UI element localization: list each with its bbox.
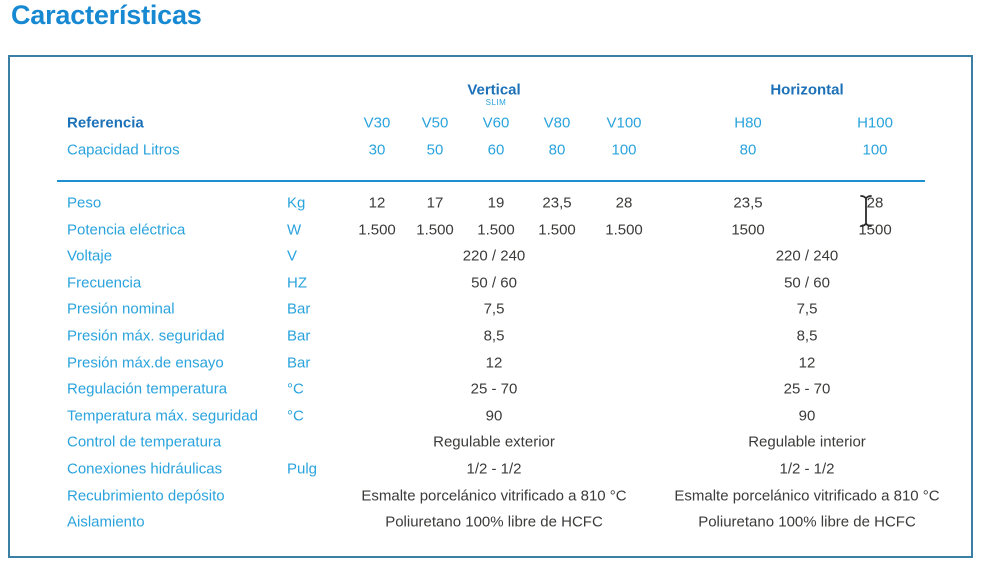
model-header: V50 <box>421 114 449 132</box>
spec-value-vertical: 90 <box>485 407 503 425</box>
spec-row-unit: °C <box>287 407 304 425</box>
spec-value: 1.500 <box>477 221 515 239</box>
spec-value-horizontal: Poliuretano 100% libre de HCFC <box>698 513 916 531</box>
spec-row-label: Presión máx. seguridad <box>67 327 225 345</box>
spec-value-vertical: 8,5 <box>483 327 505 345</box>
capacity-value: 30 <box>368 141 386 159</box>
spec-value-horizontal: 220 / 240 <box>775 247 839 265</box>
spec-row-label: Control de temperatura <box>67 433 222 451</box>
spec-row-label: Aislamiento <box>67 513 145 531</box>
spec-row-unit: Kg <box>287 194 306 212</box>
model-tag: SLIM <box>485 98 507 107</box>
spec-table-card: Vertical Horizontal Referencia V30 V50 V60 SLI… <box>8 55 973 558</box>
model-header: H100 <box>857 114 893 132</box>
spec-row-unit: Pulg <box>287 460 318 478</box>
spec-value: 19 <box>487 194 505 212</box>
spec-value-horizontal: 12 <box>798 354 816 372</box>
spec-row-unit: °C <box>287 380 304 398</box>
capacity-row-label: Capacidad Litros <box>67 141 180 159</box>
spec-row-label: Peso <box>67 194 102 212</box>
spec-value-horizontal: 7,5 <box>796 300 818 318</box>
spec-value-vertical: 220 / 240 <box>462 247 526 265</box>
spec-value: 1.500 <box>605 221 643 239</box>
spec-value: 23,5 <box>542 194 572 212</box>
spec-row-label: Voltaje <box>67 247 113 265</box>
spec-row-unit: Bar <box>287 354 311 372</box>
spec-value-vertical: 7,5 <box>483 300 505 318</box>
spec-value: 1.500 <box>358 221 396 239</box>
capacity-value: 50 <box>426 141 444 159</box>
spec-value-vertical: 50 / 60 <box>471 274 517 292</box>
model-header: V100 <box>606 114 642 132</box>
spec-value-vertical: Regulable exterior <box>433 433 555 451</box>
spec-value-horizontal: 1/2 - 1/2 <box>779 460 835 478</box>
spec-value: 12 <box>368 194 386 212</box>
spec-value-vertical: 25 - 70 <box>470 380 518 398</box>
spec-value: 1.500 <box>416 221 454 239</box>
spec-value-vertical: Esmalte porcelánico vitrificado a 810 °C <box>361 487 627 505</box>
capacity-value: 100 <box>862 141 888 159</box>
spec-value: 1500 <box>858 221 892 239</box>
spec-value: 23,5 <box>733 194 763 212</box>
spec-value-vertical: 12 <box>485 354 503 372</box>
model-header: V60 <box>482 114 510 132</box>
model-header: V30 <box>363 114 391 132</box>
spec-value-vertical: 1/2 - 1/2 <box>466 460 522 478</box>
spec-value: 28 <box>615 194 633 212</box>
spec-value: 17 <box>426 194 444 212</box>
spec-row-label: Recubrimiento depósito <box>67 487 225 505</box>
spec-row-label: Presión máx.de ensayo <box>67 354 224 372</box>
capacity-value: 80 <box>739 141 757 159</box>
spec-value-vertical: Poliuretano 100% libre de HCFC <box>385 513 603 531</box>
spec-value-horizontal: 25 - 70 <box>783 380 831 398</box>
capacity-value: 80 <box>548 141 566 159</box>
capacity-value: 100 <box>611 141 637 159</box>
spec-row-label: Conexiones hidráulicas <box>67 460 223 478</box>
spec-value-horizontal: 8,5 <box>796 327 818 345</box>
spec-value-horizontal: Regulable interior <box>748 433 866 451</box>
page-title: Características <box>11 0 202 30</box>
group-header-horizontal: Horizontal <box>770 81 844 99</box>
capacity-value: 60 <box>487 141 505 159</box>
spec-row-label: Temperatura máx. seguridad <box>67 407 258 425</box>
spec-row-label: Presión nominal <box>67 300 175 318</box>
spec-row-label: Regulación temperatura <box>67 380 228 398</box>
spec-row-unit: Bar <box>287 327 311 345</box>
reference-row-label: Referencia <box>67 114 144 132</box>
header-separator-line <box>57 180 925 182</box>
spec-value: 1500 <box>731 221 765 239</box>
text-cursor-icon <box>860 195 872 227</box>
spec-value-horizontal: 90 <box>798 407 816 425</box>
spec-row-unit: V <box>287 247 298 265</box>
spec-row-label: Potencia eléctrica <box>67 221 186 239</box>
spec-row-label: Frecuencia <box>67 274 142 292</box>
spec-value-horizontal: Esmalte porcelánico vitrificado a 810 °C <box>674 487 940 505</box>
spec-value: 1.500 <box>538 221 576 239</box>
spec-row-unit: Bar <box>287 300 311 318</box>
spec-value-horizontal: 50 / 60 <box>784 274 830 292</box>
spec-row-unit: W <box>287 221 302 239</box>
model-header: H80 <box>734 114 762 132</box>
model-header: V80 <box>543 114 571 132</box>
spec-row-unit: HZ <box>287 274 307 292</box>
spec-value: 28 <box>866 194 884 212</box>
group-header-vertical: Vertical <box>467 81 521 99</box>
